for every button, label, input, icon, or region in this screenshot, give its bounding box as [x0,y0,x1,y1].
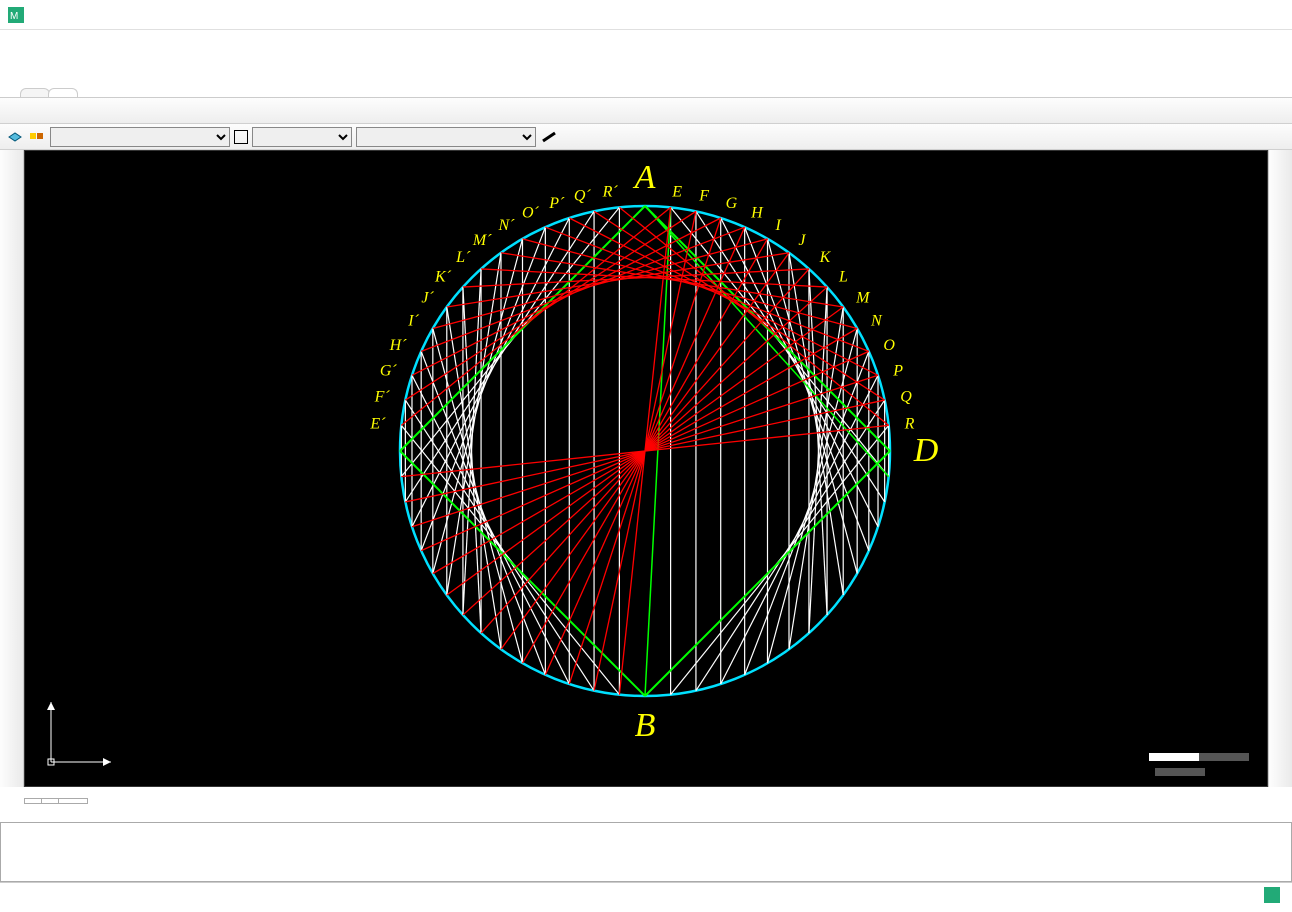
command-line[interactable] [0,822,1292,882]
model-tab[interactable] [59,798,88,804]
svg-text:F: F [698,188,709,205]
svg-text:A: A [633,159,656,196]
layer-select[interactable] [50,127,230,147]
svg-text:H´: H´ [389,337,408,354]
svg-text:B: B [635,707,656,744]
svg-text:P´: P´ [548,195,565,212]
svg-text:I´: I´ [407,313,419,330]
svg-text:E´: E´ [369,416,386,433]
svg-text:E: E [671,183,682,200]
svg-text:R: R [904,416,915,433]
color-swatch [234,130,248,144]
svg-text:O: O [883,337,895,354]
svg-text:M: M [10,11,18,22]
ucs-indicator [41,692,121,776]
svg-text:Q´: Q´ [574,188,592,205]
svg-text:Q: Q [900,389,912,406]
svg-text:G´: G´ [380,362,398,379]
tab-file[interactable] [48,88,78,97]
svg-text:N´: N´ [498,217,516,234]
brand-icon [1264,887,1280,909]
app-icon: M [8,7,24,23]
svg-text:L´: L´ [455,249,471,266]
scale-bar [1149,748,1249,780]
svg-text:J: J [798,232,806,249]
svg-text:L: L [838,268,848,285]
svg-text:M: M [855,290,871,307]
svg-text:I: I [775,217,782,234]
svg-text:K: K [819,249,832,266]
svg-text:M´: M´ [472,232,492,249]
svg-text:R´: R´ [602,183,619,200]
model-next-icon[interactable] [42,799,58,803]
model-prev-icon[interactable] [25,799,42,803]
svg-text:H: H [750,205,764,222]
linetype-select[interactable] [356,127,536,147]
svg-text:G: G [726,195,738,212]
color-select[interactable] [252,127,352,147]
layer-states-icon[interactable] [28,128,46,146]
layer-manager-icon[interactable] [6,128,24,146]
svg-text:O´: O´ [522,205,540,222]
svg-text:D: D [913,432,939,469]
tab-cloud[interactable] [20,88,50,97]
svg-text:K´: K´ [434,268,452,285]
drawing-canvas[interactable]: A B D EFGHIJKLMNOPQR R´ Q´ P´ O´ N´ M´L´K´J´I´ H´ G… [24,150,1268,787]
svg-text:J´: J´ [421,290,434,307]
svg-text:F´: F´ [374,389,391,406]
svg-text:N: N [870,313,883,330]
lineweight-icon[interactable] [540,128,558,146]
svg-text:P: P [892,362,903,379]
